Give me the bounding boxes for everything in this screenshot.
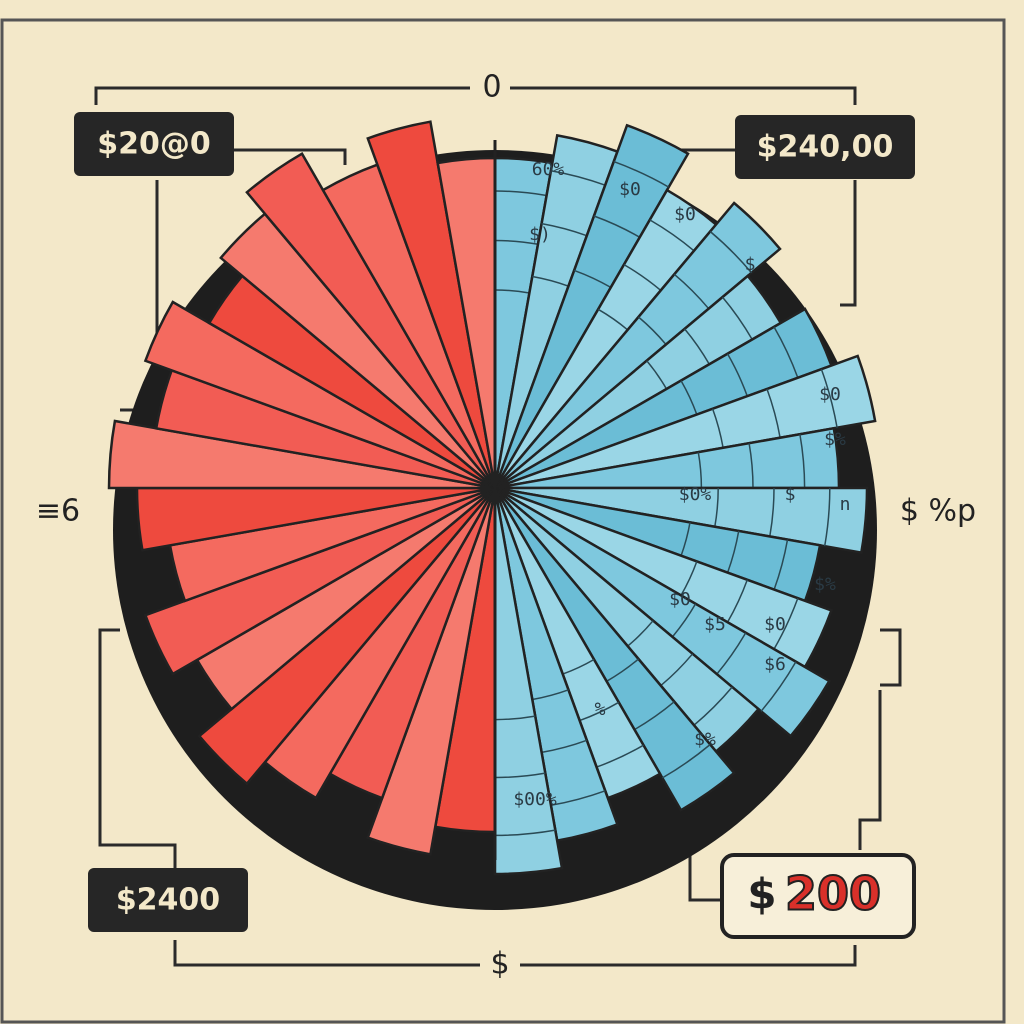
pie-wedge [494, 201, 782, 489]
callout-label: $20@0 [97, 127, 211, 162]
frame [0, 18, 1006, 1024]
wedge-label: $0 [669, 589, 691, 610]
callout: $240,00 [735, 115, 915, 179]
featured-symbol: $ [747, 870, 776, 919]
pie-wedge [494, 354, 877, 490]
wedge-label: 60% [532, 159, 565, 180]
wedge-label: $0 [674, 204, 696, 225]
pie-wedge [493, 123, 690, 489]
wedge-label: $5 [704, 614, 726, 635]
wedge-label: $00% [513, 789, 557, 810]
wedge-cell-line [760, 661, 797, 712]
wedge-label: n [840, 494, 851, 515]
top-mark: 0 [482, 70, 501, 105]
right-mark: $ %p [900, 494, 976, 529]
wedge-label: $% [814, 574, 836, 595]
pie-wedge [197, 487, 496, 786]
wedge-label: $% [694, 729, 716, 750]
wedge-label: $0 [819, 384, 841, 405]
wedge-label: $) [529, 224, 551, 245]
wedge-label: % [595, 699, 606, 720]
left-mark: ≡6 [36, 494, 80, 529]
wedge-cell-line [709, 230, 753, 274]
bottom-mark: $ [490, 947, 509, 982]
pie-wedge [143, 486, 496, 676]
pie [107, 120, 877, 910]
wedge-cell-line [820, 368, 838, 428]
callout: $2400 [88, 868, 248, 932]
wedge-label: $0% [679, 484, 712, 505]
featured-amount: 200 [785, 867, 881, 921]
wedge-cell-line [823, 487, 831, 547]
wedge-cell-line [613, 160, 670, 188]
wedge-label: $ [785, 484, 796, 505]
pie-wedge [245, 151, 497, 489]
callout-label: $240,00 [757, 130, 894, 165]
wedge-cell-line [662, 743, 711, 779]
wedge-label: $ [745, 254, 756, 275]
pie-wedge [366, 487, 497, 856]
pie-wedge [143, 300, 496, 490]
featured-callout: $ 200 [720, 853, 916, 939]
wedge-label: $0 [764, 614, 786, 635]
connectors [94, 86, 902, 967]
wedge-label: $0 [619, 179, 641, 200]
pie-wedge [493, 487, 736, 812]
callout: $20@0 [74, 112, 234, 176]
wedge-label: $% [824, 429, 846, 450]
wedge-label: $6 [764, 654, 786, 675]
pie-wedge [494, 486, 832, 738]
pie-wedge [366, 120, 497, 489]
callout-label: $2400 [116, 883, 220, 918]
